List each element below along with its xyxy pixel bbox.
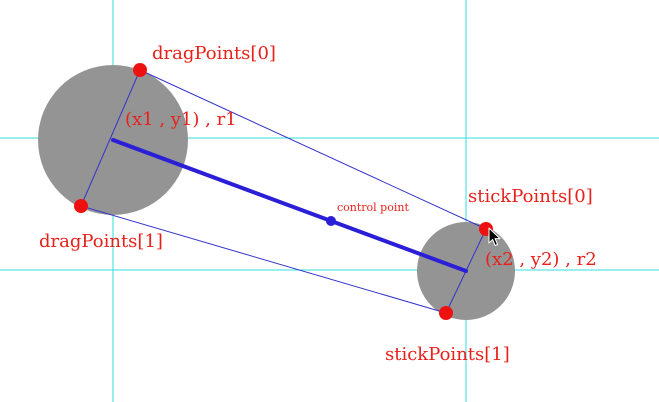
upper-tangent-line [139, 69, 487, 230]
control-point-label: control point [337, 201, 409, 214]
outline-lines [80, 69, 487, 314]
stick-point-1[interactable] [439, 306, 453, 320]
lower-tangent-line [80, 205, 447, 314]
center-line [112, 138, 467, 273]
mouse-pointer-icon [488, 227, 501, 246]
drag-point-0-label: dragPoints[0] [152, 43, 276, 64]
circle-2-label: (x2 , y2) , r2 [485, 249, 597, 270]
stick-point-1-label: stickPoints[1] [385, 344, 510, 365]
stick-point-0-label: stickPoints[0] [468, 186, 593, 207]
drag-diameter-line [80, 69, 141, 207]
drag-point-1[interactable] [74, 199, 88, 213]
control-point[interactable] [326, 216, 336, 226]
circle-1-label: (x1 , y1) , r1 [125, 109, 237, 130]
center-dot-1 [111, 138, 115, 142]
center-dot-2 [464, 269, 468, 273]
drag-point-0[interactable] [133, 63, 147, 77]
drag-point-1-label: dragPoints[1] [39, 231, 163, 252]
